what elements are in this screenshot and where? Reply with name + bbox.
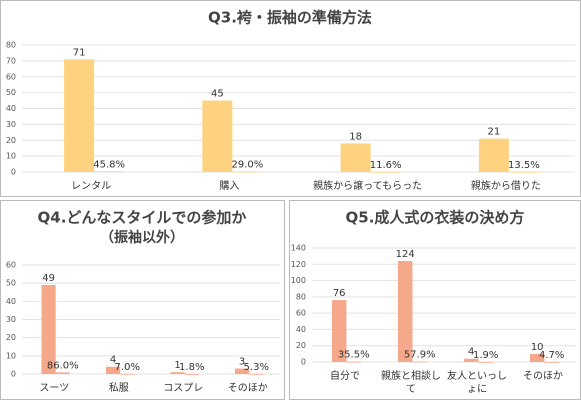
bar: [55, 372, 70, 374]
bar: [544, 361, 559, 363]
bar: [184, 373, 199, 375]
x-tick-label: 親族と相談して: [381, 369, 441, 395]
y-tick-label: 20: [296, 341, 306, 350]
bar: [478, 138, 509, 172]
bar: [331, 300, 347, 362]
bar: [478, 361, 493, 363]
y-tick-label: 70: [6, 56, 16, 65]
value-label: 57.9%: [404, 350, 436, 361]
value-label: 4: [468, 347, 474, 358]
x-tick-label: 購入: [219, 179, 239, 192]
y-tick-label: 0: [11, 370, 16, 379]
value-label: 1.9%: [473, 350, 498, 361]
value-label: 29.0%: [231, 160, 263, 171]
value-label: 7.0%: [115, 362, 140, 373]
bar: [249, 373, 264, 375]
panel-frame: [289, 200, 581, 400]
value-label: 18: [349, 131, 362, 142]
bar: [105, 366, 121, 374]
y-tick-label: 10: [6, 351, 16, 360]
y-tick-label: 40: [6, 297, 16, 306]
value-label: 5.3%: [244, 362, 269, 373]
bar: [340, 143, 371, 172]
value-label: 13.5%: [508, 160, 540, 171]
chart-title: Q3.袴・振袖の準備方法: [208, 9, 372, 27]
y-tick-label: 60: [6, 72, 16, 81]
chart-title: Q4.どんなスタイルでの参加か: [38, 209, 247, 227]
bar: [529, 353, 545, 362]
bar: [120, 373, 135, 375]
y-tick-label: 20: [6, 136, 16, 145]
y-tick-label: 30: [6, 120, 16, 129]
value-label: 45.8%: [93, 159, 125, 170]
y-tick-label: 100: [291, 276, 306, 285]
value-label: 10: [531, 342, 544, 353]
bar: [412, 361, 427, 363]
y-tick-label: 0: [11, 168, 16, 177]
x-tick-label: 私服: [109, 382, 129, 394]
y-tick-label: 80: [296, 292, 306, 301]
value-label: 71: [73, 47, 86, 58]
value-label: 1.8%: [179, 362, 204, 373]
x-tick-label: コスプレ: [163, 382, 203, 394]
chart-subtitle: （振袖以外）: [100, 229, 184, 246]
bar: [370, 171, 401, 173]
x-tick-label: 親族から譲ってもらった: [313, 179, 422, 192]
x-tick-label: 自分で: [330, 369, 360, 382]
y-tick-label: 80: [6, 41, 16, 50]
y-tick-label: 40: [6, 104, 16, 113]
chart-title: Q5.成人式の衣装の決め方: [346, 209, 525, 227]
value-label: 11.6%: [370, 160, 402, 171]
value-label: 45: [211, 89, 224, 100]
x-tick-label: スーツ: [39, 383, 69, 394]
x-tick-label: そのほか: [523, 370, 563, 382]
value-label: 3: [239, 357, 245, 368]
x-tick-label: 親族から借りた: [471, 179, 541, 192]
bar: [202, 100, 233, 172]
y-tick-label: 120: [291, 260, 306, 269]
value-label: 4.7%: [539, 350, 564, 361]
y-tick-label: 60: [6, 261, 16, 270]
bar: [397, 261, 413, 362]
value-label: 86.0%: [47, 360, 79, 371]
y-tick-label: 140: [291, 244, 306, 253]
y-tick-label: 30: [6, 315, 16, 324]
y-tick-label: 20: [6, 333, 16, 342]
value-label: 76: [333, 288, 346, 299]
value-label: 1: [174, 360, 180, 371]
y-tick-label: 0: [301, 358, 306, 367]
x-tick-label: そのほか: [228, 382, 268, 394]
x-tick-label: 友人といっしょに: [447, 369, 507, 395]
bar: [346, 361, 361, 363]
value-label: 4: [110, 355, 116, 366]
bar: [508, 171, 539, 173]
x-tick-label: レンタル: [71, 180, 111, 192]
value-label: 49: [42, 273, 55, 284]
y-tick-label: 50: [6, 279, 16, 288]
bar: [170, 372, 185, 374]
y-tick-label: 50: [6, 88, 16, 97]
bar: [232, 171, 263, 173]
bar: [94, 171, 125, 173]
y-tick-label: 60: [296, 309, 306, 318]
y-tick-label: 40: [296, 325, 306, 334]
bar: [234, 368, 250, 374]
y-tick-label: 10: [6, 152, 16, 161]
value-label: 35.5%: [338, 350, 370, 361]
bar: [64, 59, 95, 172]
bar: [463, 358, 479, 362]
value-label: 21: [488, 127, 501, 138]
bar: [41, 284, 56, 374]
value-label: 124: [396, 249, 415, 260]
